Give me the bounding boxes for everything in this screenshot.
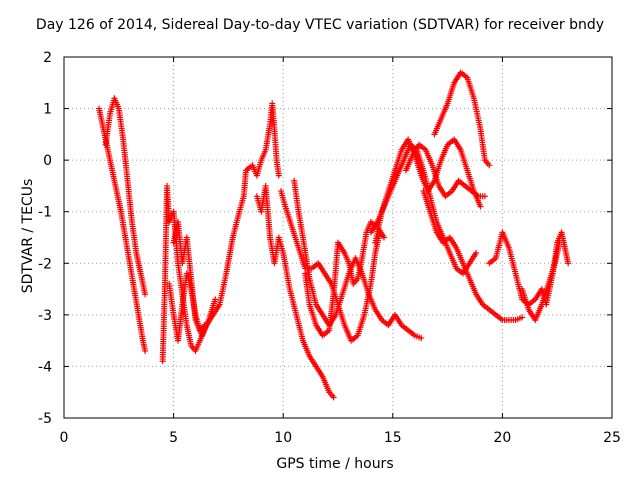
y-tick-label: -3: [38, 308, 52, 324]
y-tick-label: -4: [38, 359, 52, 375]
x-tick-label: 5: [169, 430, 178, 446]
data-series-track-4: [166, 270, 208, 344]
y-axis-label: SDTVAR / TECUs: [20, 178, 36, 294]
y-tick-label: -1: [38, 205, 52, 221]
data-point: [556, 239, 563, 246]
chart-title: Day 126 of 2014, Sidereal Day-to-day VTE…: [35, 17, 605, 33]
data-series-track-16: [519, 239, 563, 324]
data-point: [481, 193, 488, 200]
data-point: [330, 394, 337, 401]
y-tick-label: 1: [43, 102, 52, 118]
data-point: [142, 347, 149, 354]
data-series-track-11: [372, 136, 484, 246]
x-tick-label: 25: [603, 430, 621, 446]
data-point: [418, 335, 425, 342]
y-tick-label: 0: [43, 153, 52, 169]
x-tick-label: 15: [384, 430, 402, 446]
data-series-track-15: [486, 229, 572, 308]
data-series-track-12: [402, 141, 488, 200]
plot-frame: [63, 56, 613, 419]
data-point: [275, 172, 282, 179]
data-point: [486, 162, 493, 169]
data-point: [519, 314, 526, 321]
y-tick-label: 2: [43, 50, 52, 66]
data-point: [477, 203, 484, 210]
data-point: [381, 234, 388, 241]
data-series-track-14: [431, 69, 493, 169]
data-series-track-2: [102, 95, 149, 298]
data-point: [473, 249, 480, 256]
data-point: [142, 291, 149, 298]
x-tick-label: 0: [60, 430, 69, 446]
data-series-track-1: [96, 105, 149, 354]
y-tick-label: -2: [38, 256, 52, 272]
y-tick-label: -5: [38, 411, 52, 427]
data-series-track-6: [253, 182, 337, 401]
data-point: [565, 260, 572, 267]
x-axis-label: GPS time / hours: [276, 456, 394, 472]
x-tick-label: 20: [493, 430, 511, 446]
data-series-track-9: [302, 219, 388, 339]
data-point: [212, 296, 219, 303]
data-series-track-5: [170, 219, 219, 339]
x-tick-label: 10: [274, 430, 292, 446]
data-series-track-13: [420, 188, 526, 324]
